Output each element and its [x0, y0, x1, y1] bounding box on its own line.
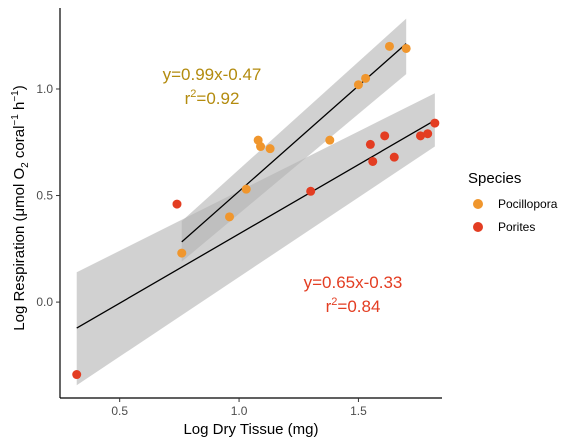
legend-label-porites: Porites: [498, 220, 535, 234]
legend-title: Species: [468, 170, 521, 187]
porites-point-7: [389, 152, 399, 162]
data-points: [72, 41, 440, 380]
y-axis-title: Log Respiration (μmol O2 coral−1 h−1): [10, 85, 31, 330]
x-ticks: 0.5 1.0 1.5: [111, 398, 367, 418]
pocillopora-point-8: [353, 80, 363, 90]
pocillopora-point-10: [384, 41, 394, 51]
x-tick-label: 1.5: [350, 404, 367, 418]
pocillopora-point-7: [325, 135, 335, 145]
y-ticks: 0.0 0.5 1.0: [36, 82, 60, 309]
porites-point-4: [365, 139, 375, 149]
porites-point-9: [423, 129, 433, 139]
pocillopora-equation: y=0.99x-0.47: [163, 65, 262, 84]
porites-confidence-band: [76, 93, 435, 386]
legend-key-pocillopora: [473, 199, 483, 209]
pocillopora-point-11: [401, 43, 411, 53]
porites-point-10: [430, 118, 440, 128]
porites-point-2: [172, 199, 182, 209]
x-tick-label: 1.0: [231, 404, 248, 418]
porites-r2: r2=0.84: [326, 296, 381, 316]
porites-regression-line: [76, 119, 436, 329]
pocillopora-point-5: [256, 142, 266, 152]
pocillopora-point-6: [265, 144, 275, 154]
pocillopora-point-3: [241, 184, 251, 194]
y-tick-label: 0.5: [36, 189, 53, 203]
porites-point-3: [306, 186, 316, 196]
porites-point-5: [368, 156, 378, 166]
porites-point-1: [72, 370, 82, 380]
pocillopora-r2: r2=0.92: [185, 88, 240, 108]
porites-equation: y=0.65x-0.33: [304, 273, 403, 292]
x-axis-title: Log Dry Tissue (mg): [183, 421, 318, 438]
legend-key-porites: [473, 222, 483, 232]
y-tick-label: 1.0: [36, 82, 53, 96]
legend: Species Pocillopora Porites: [468, 170, 558, 234]
pocillopora-point-1: [177, 248, 187, 258]
pocillopora-point-9: [361, 73, 371, 83]
porites-point-6: [380, 131, 390, 141]
x-tick-label: 0.5: [111, 404, 128, 418]
y-tick-label: 0.0: [36, 295, 53, 309]
legend-label-pocillopora: Pocillopora: [498, 197, 558, 211]
porites-point-8: [416, 131, 426, 141]
confidence-bands: [76, 18, 435, 386]
pocillopora-point-2: [225, 212, 235, 222]
